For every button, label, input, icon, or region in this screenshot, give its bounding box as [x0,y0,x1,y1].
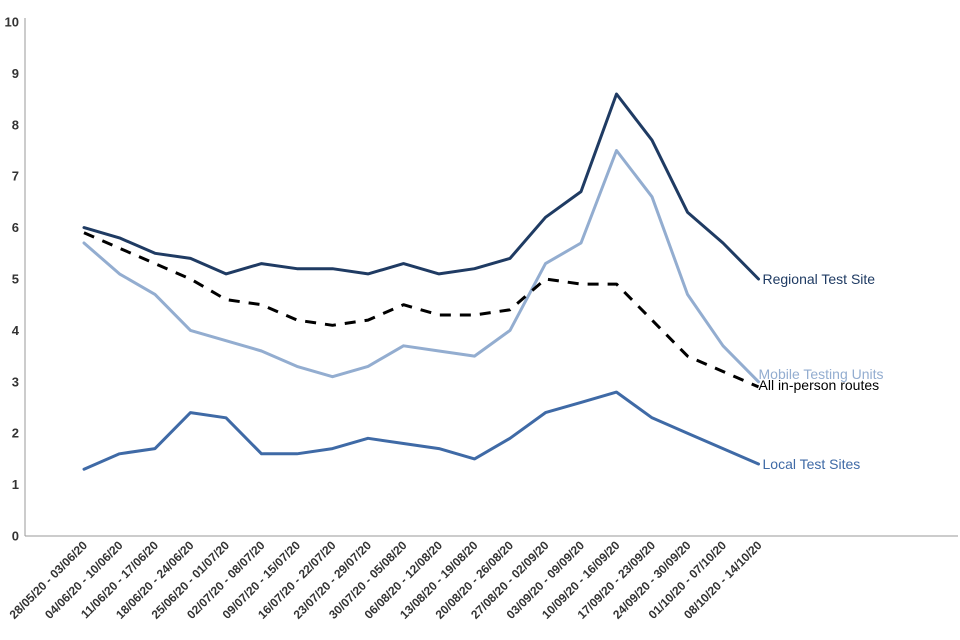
y-tick-label-4: 4 [12,323,20,338]
y-tick-label-7: 7 [12,169,19,184]
series-line-mobile-testing-units [82,149,760,384]
series-label-mobile-testing-units: Mobile Testing Units [759,366,884,382]
y-tick-label-0: 0 [12,529,19,544]
y-tick-label-8: 8 [12,117,19,132]
series-label-regional-test-site: Regional Test Site [763,271,876,287]
y-tick-label-9: 9 [12,66,19,81]
y-tick-label-6: 6 [12,220,19,235]
series-labels: Regional Test Site Mobile Testing UnitsAl… [759,271,884,472]
y-axis-ticks: 0 1 2 3 4 5 6 7 8 9 10 [5,15,20,544]
series-line-local-test-sites [82,390,760,471]
series-lines [82,92,760,471]
y-tick-label-5: 5 [12,272,19,287]
series-label-all-in-person-routes: All in-person routes [759,377,880,393]
series-line-all-in-person-routes [83,231,760,389]
y-tick-label-10: 10 [5,15,19,30]
axes [24,18,958,537]
y-tick-label-1: 1 [12,477,19,492]
series-line-regional-test-site [82,92,760,281]
y-tick-label-3: 3 [12,374,19,389]
series-label-local-test-sites: Local Test Sites [763,456,861,472]
y-tick-label-2: 2 [12,426,19,441]
